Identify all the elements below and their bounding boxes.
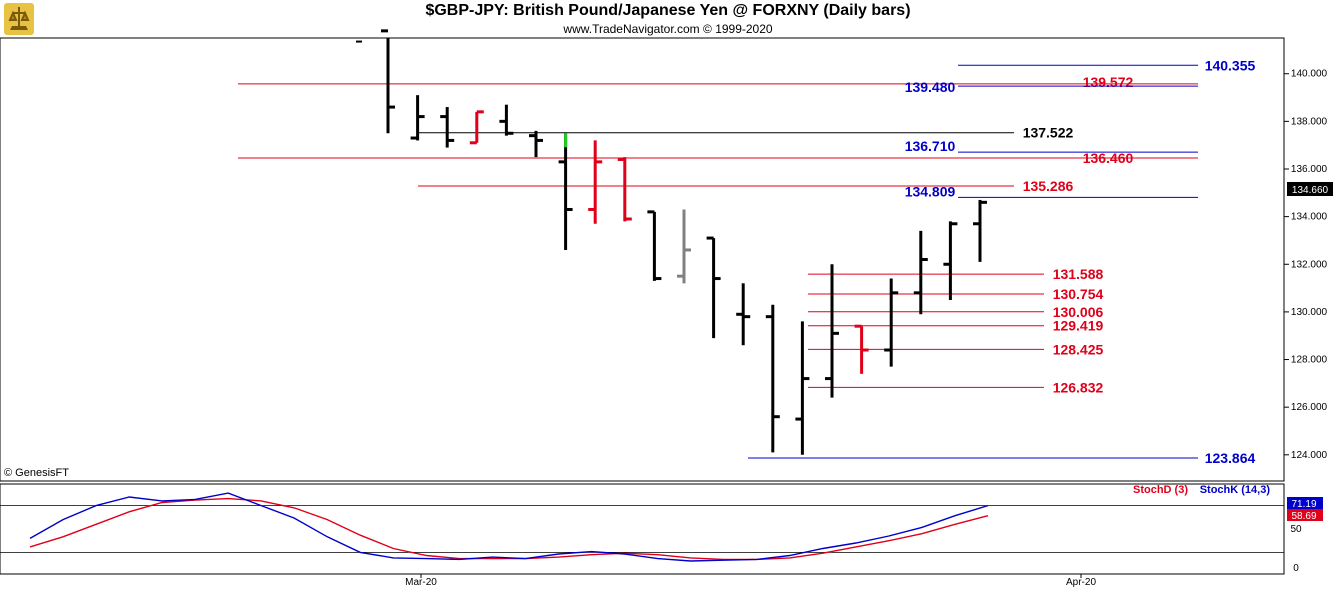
genesis-logo-icon bbox=[4, 3, 34, 35]
ohlc-bar bbox=[499, 104, 514, 136]
price-tick-label: 140.000 bbox=[1291, 69, 1328, 80]
stochd-line bbox=[29, 497, 989, 561]
stochk-line bbox=[29, 492, 989, 562]
last-price-tag: 134.660 bbox=[1292, 185, 1329, 196]
chart-subtitle: www.TradeNavigator.com © 1999-2020 bbox=[563, 22, 773, 36]
stochd-value-tag: 58.69 bbox=[1291, 511, 1316, 522]
ohlc-bar bbox=[765, 304, 780, 453]
price-tick-label: 136.000 bbox=[1291, 164, 1328, 175]
ohlc-bar bbox=[854, 324, 869, 374]
level-label: 140.355 bbox=[1205, 57, 1256, 73]
price-tick-label: 130.000 bbox=[1291, 307, 1328, 318]
ohlc-bar bbox=[795, 321, 810, 455]
level-label: 130.754 bbox=[1053, 286, 1104, 302]
x-tick-label: Mar-20 bbox=[405, 577, 437, 588]
level-label: 136.710 bbox=[905, 138, 956, 154]
level-label: 130.006 bbox=[1053, 304, 1104, 320]
level-label: 137.522 bbox=[1023, 125, 1074, 141]
ohlc-bar bbox=[588, 140, 603, 224]
x-tick-label: Apr-20 bbox=[1066, 577, 1096, 588]
x-axis: Mar-20 Apr-20 bbox=[405, 574, 1096, 588]
stochk-label: StochK (14,3) bbox=[1200, 484, 1271, 496]
price-axis: 124.000 126.000 128.000 130.000 132.000 134.0… bbox=[1284, 69, 1328, 461]
ohlc-bar bbox=[706, 236, 721, 339]
level-label: 134.809 bbox=[905, 183, 956, 199]
price-tick-label: 134.000 bbox=[1291, 212, 1328, 223]
ohlc-bar bbox=[440, 107, 455, 148]
ohlc-bar bbox=[529, 130, 543, 158]
stoch-tick-label: 50 bbox=[1290, 524, 1302, 535]
chart-title: $GBP-JPY: British Pound/Japanese Yen @ F… bbox=[425, 2, 911, 19]
bars-layer bbox=[381, 29, 987, 455]
ohlc-bar bbox=[973, 199, 987, 262]
level-label: 139.480 bbox=[905, 79, 956, 95]
stochd-label: StochD (3) bbox=[1133, 484, 1188, 496]
price-tick-label: 126.000 bbox=[1291, 402, 1328, 413]
ohlc-bar bbox=[913, 230, 928, 315]
level-label: 128.425 bbox=[1053, 341, 1104, 357]
ohlc-bar bbox=[677, 209, 691, 284]
ohlc-bar bbox=[410, 95, 425, 141]
level-label: 135.286 bbox=[1023, 178, 1074, 194]
stoch-panel-frame bbox=[0, 483, 1285, 575]
price-tick-label: 132.000 bbox=[1291, 259, 1328, 270]
price-tick-label: 138.000 bbox=[1291, 116, 1328, 127]
price-panel-frame bbox=[0, 37, 1285, 482]
ohlc-bar bbox=[469, 110, 484, 145]
level-label: 139.572 bbox=[1083, 74, 1134, 90]
stoch-tick-label: 0 bbox=[1293, 563, 1299, 574]
ohlc-bar bbox=[736, 283, 751, 346]
ohlc-bar bbox=[647, 210, 662, 281]
ohlc-bar bbox=[943, 221, 958, 300]
price-tick-label: 124.000 bbox=[1291, 450, 1328, 461]
level-label: 131.588 bbox=[1053, 266, 1104, 282]
stochd-value-tag-bg bbox=[1287, 509, 1323, 521]
ohlc-bar bbox=[558, 133, 573, 250]
price-tick-label: 128.000 bbox=[1291, 355, 1328, 366]
level-label: 136.460 bbox=[1083, 150, 1134, 166]
stochk-value-tag-bg bbox=[1287, 497, 1323, 509]
level-label: 123.864 bbox=[1205, 450, 1256, 466]
ohlc-bar bbox=[381, 29, 395, 134]
stoch-layer: 0 50 bbox=[0, 492, 1302, 574]
last-price-tag-bg bbox=[1287, 182, 1333, 196]
stochk-value-tag: 71.19 bbox=[1291, 499, 1316, 510]
ohlc-bar bbox=[825, 264, 839, 398]
ohlc-bar bbox=[617, 157, 632, 222]
copyright-label: © GenesisFT bbox=[4, 467, 69, 479]
levels-layer: 140.355 139.572 139.480 137.522 136.710 136.4… bbox=[238, 40, 1256, 466]
level-label: 126.832 bbox=[1053, 379, 1104, 395]
ohlc-bar bbox=[884, 278, 899, 367]
level-label: 129.419 bbox=[1053, 318, 1104, 334]
